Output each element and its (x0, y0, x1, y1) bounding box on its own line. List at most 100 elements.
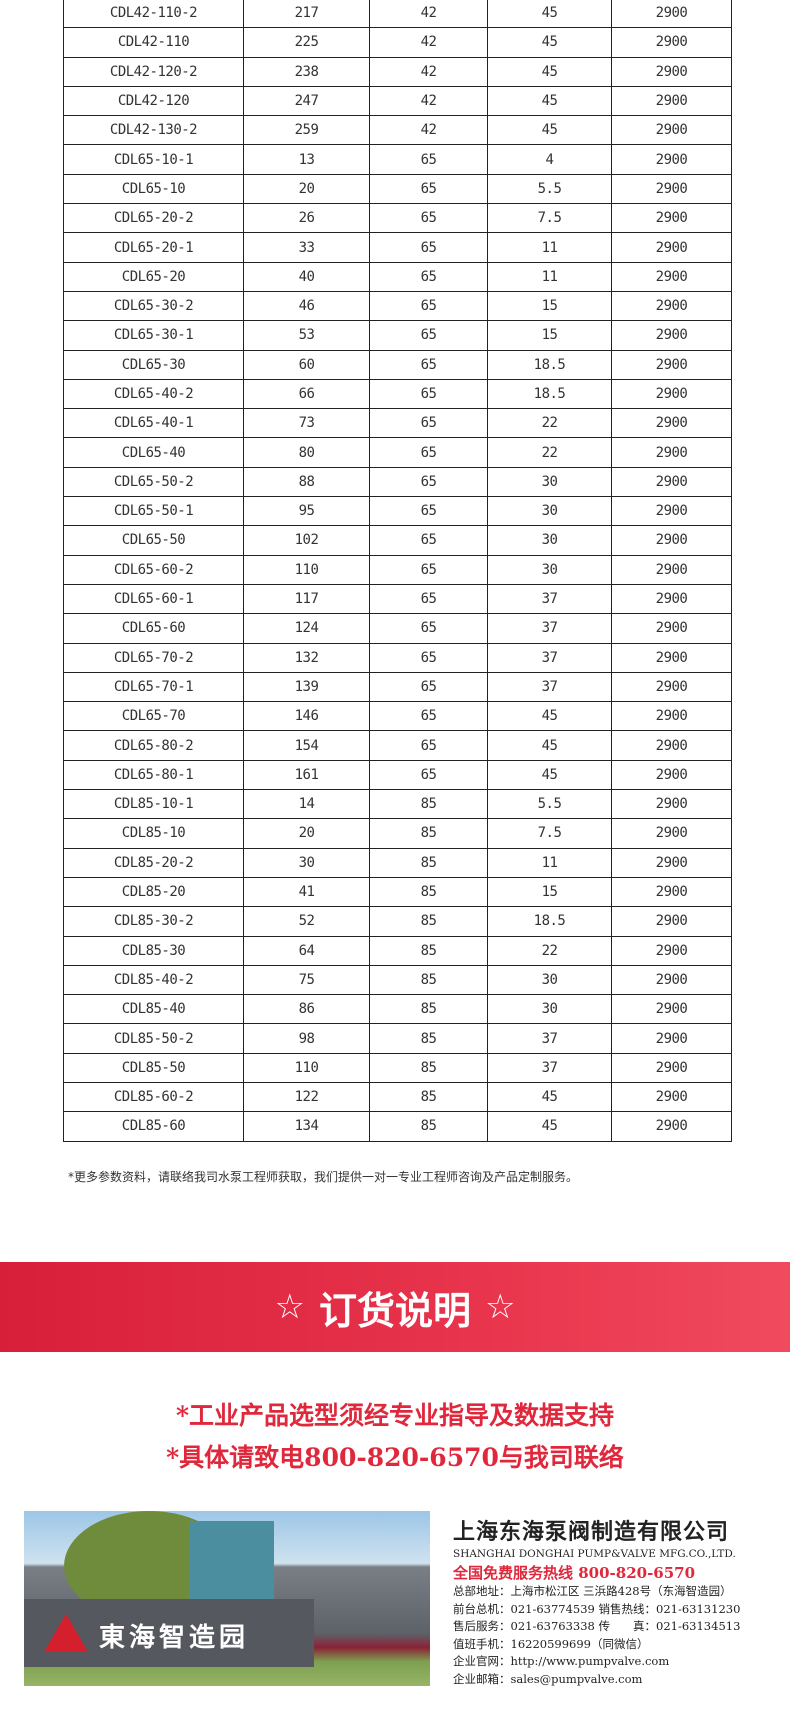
table-cell: 15 (487, 876, 612, 908)
table-cell: 110 (243, 1052, 370, 1083)
table-cell: 30 (487, 994, 612, 1025)
banner-title: 订货说明 (318, 1288, 471, 1333)
table-cell: CDL65-10 (63, 173, 244, 205)
table-cell: 98 (243, 1023, 370, 1054)
star-icon: ☆ (274, 1287, 305, 1327)
table-cell: 85 (369, 1023, 488, 1054)
table-cell: 30 (487, 964, 612, 996)
table-cell: 60 (243, 349, 370, 380)
table-cell: 65 (369, 496, 488, 527)
table-cell: 18.5 (487, 906, 612, 937)
table-cell: 66 (243, 378, 370, 410)
table-row: CDL65-70 146 65 45 2900 (63, 701, 732, 732)
table-cell: 65 (369, 173, 488, 205)
table-row: CDL85-40 86 85 30 2900 (63, 994, 732, 1025)
table-cell: CDL65-40-2 (63, 378, 244, 410)
table-row: CDL65-30 60 65 18.5 2900 (63, 349, 732, 380)
table-cell: 2900 (611, 994, 732, 1025)
table-row: CDL85-40-2 75 85 30 2900 (63, 964, 732, 996)
phones: 前台总机：021-63774539 销售热线：021-63131230 (453, 1601, 741, 1616)
table-cell: CDL65-70-1 (63, 671, 244, 703)
table-cell: 85 (369, 876, 488, 908)
table-cell: 146 (243, 701, 370, 732)
table-cell: 65 (369, 144, 488, 175)
table-cell: 65 (369, 203, 488, 234)
table-cell: 20 (243, 818, 370, 849)
table-cell: 2900 (611, 56, 732, 87)
table-cell: 65 (369, 378, 488, 410)
table-cell: 2900 (611, 203, 732, 234)
table-cell: CDL65-50 (63, 525, 244, 556)
table-cell: 2900 (611, 466, 732, 498)
table-row: CDL65-50-2 88 65 30 2900 (63, 466, 732, 498)
table-cell: 65 (369, 730, 488, 761)
table-cell: 2900 (611, 1081, 732, 1113)
table-cell: 22 (487, 437, 612, 468)
website-link[interactable]: 企业官网：http://www.pumpvalve.com (453, 1654, 670, 1668)
table-cell: 45 (487, 56, 612, 87)
table-cell: 85 (369, 906, 488, 937)
table-cell: 37 (487, 671, 612, 703)
table-row: CDL65-20 40 65 11 2900 (63, 261, 732, 292)
table-cell: 11 (487, 261, 612, 292)
table-row: CDL65-80-1 161 65 45 2900 (63, 759, 732, 791)
table-cell: 7.5 (487, 818, 612, 849)
table-cell: 65 (369, 642, 488, 673)
table-cell: 30 (487, 496, 612, 527)
table-cell: 117 (243, 583, 370, 615)
table-cell: CDL65-40-1 (63, 408, 244, 439)
company-name-en: SHANGHAI DONGHAI PUMP&VALVE MFG.CO.,LTD. (453, 1548, 736, 1560)
table-row: CDL65-60-1 117 65 37 2900 (63, 583, 732, 615)
table-cell: 2900 (611, 847, 732, 878)
table-row: CDL65-50-1 95 65 30 2900 (63, 496, 732, 527)
table-cell: CDL85-20 (63, 876, 244, 908)
table-cell: CDL85-60 (63, 1111, 244, 1142)
table-cell: 20 (243, 173, 370, 205)
photo-sign: 東海智造园 (99, 1623, 250, 1653)
table-cell: 2900 (611, 554, 732, 585)
table-cell: 65 (369, 261, 488, 292)
table-cell: 45 (487, 1111, 612, 1142)
table-row: CDL65-20-1 33 65 11 2900 (63, 232, 732, 263)
table-row: CDL65-10 20 65 5.5 2900 (63, 173, 732, 205)
table-cell: 2900 (611, 964, 732, 996)
table-cell: 102 (243, 525, 370, 556)
table-cell: 33 (243, 232, 370, 263)
table-cell: 37 (487, 613, 612, 644)
table-cell: 2900 (611, 789, 732, 820)
table-cell: 30 (243, 847, 370, 878)
table-cell: 2900 (611, 232, 732, 263)
table-cell: 259 (243, 115, 370, 146)
email-link[interactable]: 企业邮箱：sales@pumpvalve.com (453, 1671, 643, 1686)
table-cell: 85 (369, 818, 488, 849)
table-cell: 85 (369, 994, 488, 1025)
order-info-banner: ☆ 订货说明 ☆ (0, 1262, 790, 1352)
table-cell: 154 (243, 730, 370, 761)
footnote: *更多参数资料，请联络我司水泵工程师获取，我们提供一对一专业工程师咨询及产品定制… (68, 1170, 579, 1184)
table-row: CDL42-120-2 238 42 45 2900 (63, 56, 732, 87)
table-cell: 65 (369, 583, 488, 615)
table-row: CDL65-30-2 46 65 15 2900 (63, 290, 732, 322)
table-cell: 2900 (611, 0, 732, 29)
table-cell: 15 (487, 320, 612, 351)
table-cell: 45 (487, 759, 612, 791)
table-cell: 65 (369, 232, 488, 263)
table-cell: 52 (243, 906, 370, 937)
table-cell: 2900 (611, 613, 732, 644)
table-cell: 247 (243, 85, 370, 117)
table-cell: 65 (369, 408, 488, 439)
table-cell: 42 (369, 85, 488, 117)
table-cell: CDL65-50-2 (63, 466, 244, 498)
table-cell: CDL42-120 (63, 85, 244, 117)
table-cell: 161 (243, 759, 370, 791)
table-cell: CDL65-10-1 (63, 144, 244, 175)
table-cell: 41 (243, 876, 370, 908)
table-cell: 37 (487, 1023, 612, 1054)
table-row: CDL65-20-2 26 65 7.5 2900 (63, 203, 732, 234)
table-cell: 45 (487, 701, 612, 732)
table-cell: 2900 (611, 759, 732, 791)
table-cell: 65 (369, 320, 488, 351)
table-cell: 30 (487, 525, 612, 556)
table-cell: 2900 (611, 173, 732, 205)
table-cell: 30 (487, 466, 612, 498)
